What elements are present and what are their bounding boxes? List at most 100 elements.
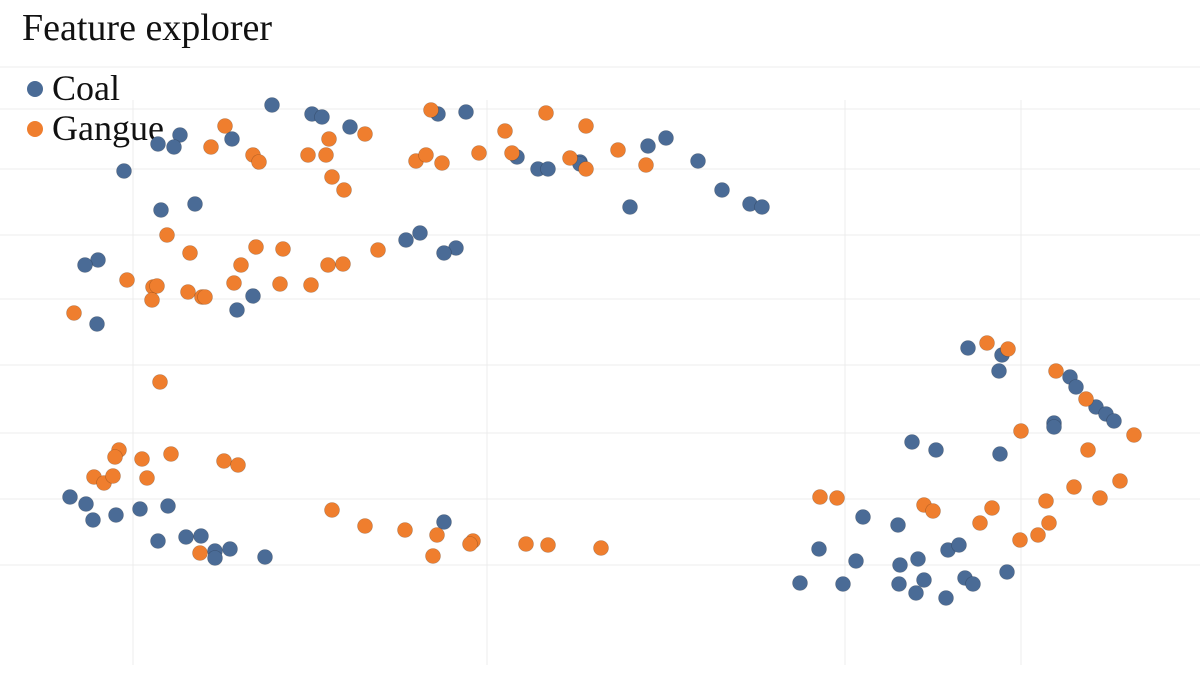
point-coal: [658, 130, 674, 146]
point-coal: [754, 199, 770, 215]
point-gangue: [66, 305, 82, 321]
point-coal: [160, 498, 176, 514]
point-coal: [78, 496, 94, 512]
point-coal: [916, 572, 932, 588]
point-coal: [398, 232, 414, 248]
point-coal: [835, 576, 851, 592]
point-gangue: [163, 446, 179, 462]
point-gangue: [192, 545, 208, 561]
point-gangue: [107, 449, 123, 465]
point-gangue: [497, 123, 513, 139]
point-gangue: [119, 272, 135, 288]
point-gangue: [217, 118, 233, 134]
point-coal: [150, 136, 166, 152]
point-gangue: [105, 468, 121, 484]
point-gangue: [397, 522, 413, 538]
point-gangue: [471, 145, 487, 161]
point-coal: [1106, 413, 1122, 429]
point-coal: [116, 163, 132, 179]
point-coal: [436, 245, 452, 261]
point-coal: [855, 509, 871, 525]
point-gangue: [540, 537, 556, 553]
point-coal: [992, 446, 1008, 462]
point-coal: [928, 442, 944, 458]
point-gangue: [425, 548, 441, 564]
point-coal: [848, 553, 864, 569]
point-coal: [1068, 379, 1084, 395]
point-gangue: [578, 161, 594, 177]
point-gangue: [1048, 363, 1064, 379]
point-gangue: [638, 157, 654, 173]
legend-label-gangue: Gangue: [52, 108, 164, 148]
point-coal: [908, 585, 924, 601]
point-gangue: [180, 284, 196, 300]
point-coal: [951, 537, 967, 553]
point-gangue: [504, 145, 520, 161]
point-gangue: [230, 457, 246, 473]
point-gangue: [248, 239, 264, 255]
point-coal: [62, 489, 78, 505]
point-coal: [166, 139, 182, 155]
point-gangue: [462, 536, 478, 552]
point-gangue: [320, 257, 336, 273]
point-gangue: [139, 470, 155, 486]
point-gangue: [1126, 427, 1142, 443]
point-coal: [314, 109, 330, 125]
point-coal: [245, 288, 261, 304]
point-coal: [436, 514, 452, 530]
point-coal: [132, 501, 148, 517]
point-coal: [890, 517, 906, 533]
point-gangue: [610, 142, 626, 158]
point-gangue: [1041, 515, 1057, 531]
point-gangue: [418, 147, 434, 163]
point-gangue: [1080, 442, 1096, 458]
point-gangue: [370, 242, 386, 258]
point-coal: [540, 161, 556, 177]
point-gangue: [984, 500, 1000, 516]
point-coal: [229, 302, 245, 318]
point-coal: [1046, 419, 1062, 435]
point-gangue: [272, 276, 288, 292]
legend-label-coal: Coal: [52, 68, 120, 108]
chart-title: Feature explorer: [22, 7, 272, 49]
point-coal: [89, 316, 105, 332]
point-gangue: [324, 502, 340, 518]
point-coal: [207, 550, 223, 566]
point-gangue: [197, 289, 213, 305]
point-gangue: [335, 256, 351, 272]
point-coal: [222, 541, 238, 557]
point-gangue: [233, 257, 249, 273]
point-coal: [910, 551, 926, 567]
point-gangue: [182, 245, 198, 261]
point-coal: [891, 576, 907, 592]
point-coal: [892, 557, 908, 573]
point-gangue: [829, 490, 845, 506]
point-coal: [257, 549, 273, 565]
point-coal: [178, 529, 194, 545]
point-coal: [904, 434, 920, 450]
point-coal: [938, 590, 954, 606]
point-gangue: [152, 374, 168, 390]
point-coal: [224, 131, 240, 147]
point-gangue: [538, 105, 554, 121]
point-gangue: [1030, 527, 1046, 543]
point-gangue: [318, 147, 334, 163]
point-coal: [690, 153, 706, 169]
point-gangue: [324, 169, 340, 185]
point-coal: [108, 507, 124, 523]
point-gangue: [303, 277, 319, 293]
point-coal: [811, 541, 827, 557]
point-gangue: [578, 118, 594, 134]
point-gangue: [251, 154, 267, 170]
point-gangue: [1092, 490, 1108, 506]
point-coal: [412, 225, 428, 241]
point-coal: [193, 528, 209, 544]
point-gangue: [357, 126, 373, 142]
point-gangue: [149, 278, 165, 294]
point-gangue: [593, 540, 609, 556]
point-gangue: [429, 527, 445, 543]
point-gangue: [518, 536, 534, 552]
point-gangue: [144, 292, 160, 308]
point-gangue: [159, 227, 175, 243]
